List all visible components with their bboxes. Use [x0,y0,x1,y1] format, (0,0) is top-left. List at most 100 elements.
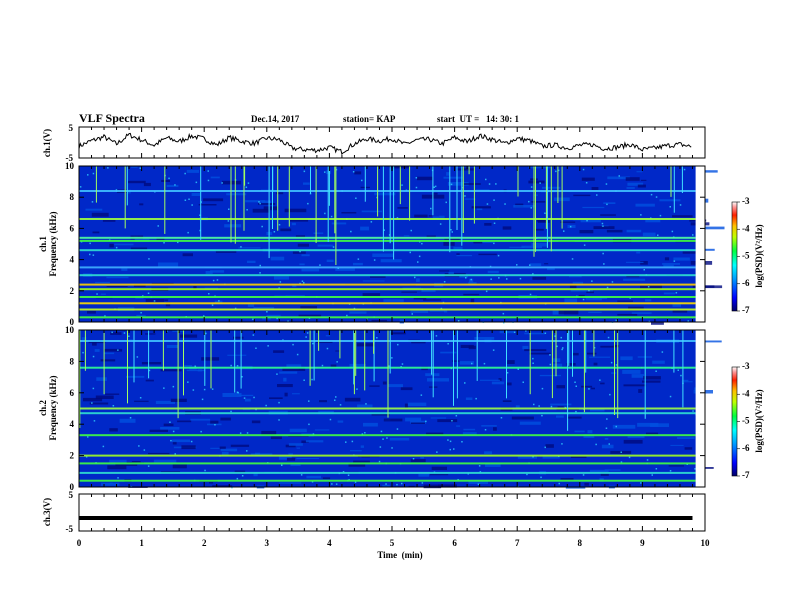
spectrogram-noise [613,344,619,348]
spectrogram-band [79,471,696,474]
spectrogram-noise [301,254,310,257]
spectrogram-noise [292,393,300,395]
spectrogram-noise [253,307,275,309]
spectrogram-noise [524,332,545,335]
spectrogram-noise [222,393,242,397]
spectrogram-noise [279,482,302,484]
spectrogram-speckle [239,432,242,434]
spectrogram-noise [593,362,598,366]
spectrogram-speckle [418,255,421,258]
spectrogram-noise [528,166,552,169]
spectrogram-noise [160,427,180,430]
spectrogram-speckle [436,451,438,453]
spectrogram-speckle [376,337,378,339]
spectrogram-noise [464,198,476,200]
spectrogram-noise [220,448,238,452]
spectrogram-noise [431,466,447,470]
time-tick-label: 3 [265,538,270,548]
spectrogram-noise [143,182,151,187]
spectrogram-speckle [92,254,95,256]
spectrogram-speckle [307,202,309,205]
spectrogram-noise [545,444,554,448]
spectrogram-speckle [451,420,453,422]
ch1-colorbar-tick-label: -5 [742,251,750,261]
spectrogram-noise [128,180,146,184]
spectrogram-speckle [252,318,254,321]
spectrogram-speckle [292,343,294,346]
spectrogram-noise [448,271,454,275]
spectrogram-noise [589,469,609,473]
spectrogram-band [79,236,696,239]
spectrogram-speckle [212,279,215,282]
spectrogram-noise [363,422,378,427]
spectrogram-noise [91,212,109,217]
spectrogram-speckle [192,389,195,391]
ch2-frequency-tick-label: 0 [70,482,75,492]
spectrogram-speckle [478,465,481,467]
spectrogram-speckle [236,365,239,367]
spectrogram-noise [569,276,582,278]
spectrogram-speckle [563,230,565,232]
ch1-frequency-tick-label: 0 [70,317,75,327]
spectrogram-speckle [457,320,460,322]
spectrogram-speckle [153,300,156,302]
spectrogram-noise [567,224,576,228]
spectrogram-speckle [659,214,662,217]
spectrogram-noise [480,379,501,381]
spectrogram-speckle [661,351,664,353]
spectrogram-noise [682,379,689,382]
spectrogram-speckle [490,278,492,280]
spectrogram-speckle [530,207,532,209]
spectrogram-noise [110,332,122,335]
spectrogram-speckle [339,404,342,406]
spectrogram-noise [106,286,128,287]
spectrogram-noise [103,348,123,352]
spectrogram-noise [564,298,578,303]
spectrogram-noise [529,352,551,355]
spectrogram-speckle [246,209,248,211]
spectrogram-band [79,288,696,291]
spectrogram-noise [623,384,647,387]
spectrogram-noise [557,406,564,408]
spectrogram-speckle [214,424,216,426]
spectrogram-noise [279,371,298,374]
spectrogram-noise [106,276,129,279]
spectrogram-speckle [588,388,590,390]
spectrogram-noise [507,360,515,364]
spectrogram-speckle [540,476,542,479]
spectrogram-speckle [486,203,489,205]
spectrogram-speckle [650,193,653,196]
spectrogram-speckle [115,246,118,249]
spectrogram-noise [87,310,96,314]
spectrogram-speckle [517,368,519,370]
spectrogram-noise [617,300,633,302]
spectrogram-speckle [558,482,560,485]
spectrogram-noise [341,212,357,214]
spectrogram-noise [83,397,103,402]
spectrogram-noise [440,351,457,354]
spectrogram-speckle [595,443,597,446]
spectrogram-noise [443,242,455,246]
spectrogram-noise [521,245,542,248]
ch2-frequency-tick-label: 2 [70,451,75,461]
spectrogram-speckle [278,401,280,404]
spectrogram-speckle [599,379,601,381]
spectrogram-noise [286,364,302,368]
spectrogram-speckle [174,184,176,186]
spectrogram-noise [253,472,258,477]
spectrogram-speckle [464,195,466,197]
spectrogram-speckle [640,214,642,216]
spectrogram-noise [298,314,322,318]
spectrogram-noise [584,482,589,486]
spectrogram-noise [531,243,548,247]
spectrogram-band [79,239,696,242]
spectrogram-noise [224,224,242,228]
spectrogram-noise [600,345,614,348]
spectrogram-speckle [365,403,367,405]
spectrogram-speckle [246,432,249,434]
spectrogram-noise [372,253,394,257]
spectrogram-noise [446,172,450,176]
spectrogram-noise [470,298,475,303]
spectrogram-speckle [607,336,610,339]
spectrogram-noise [145,379,154,382]
